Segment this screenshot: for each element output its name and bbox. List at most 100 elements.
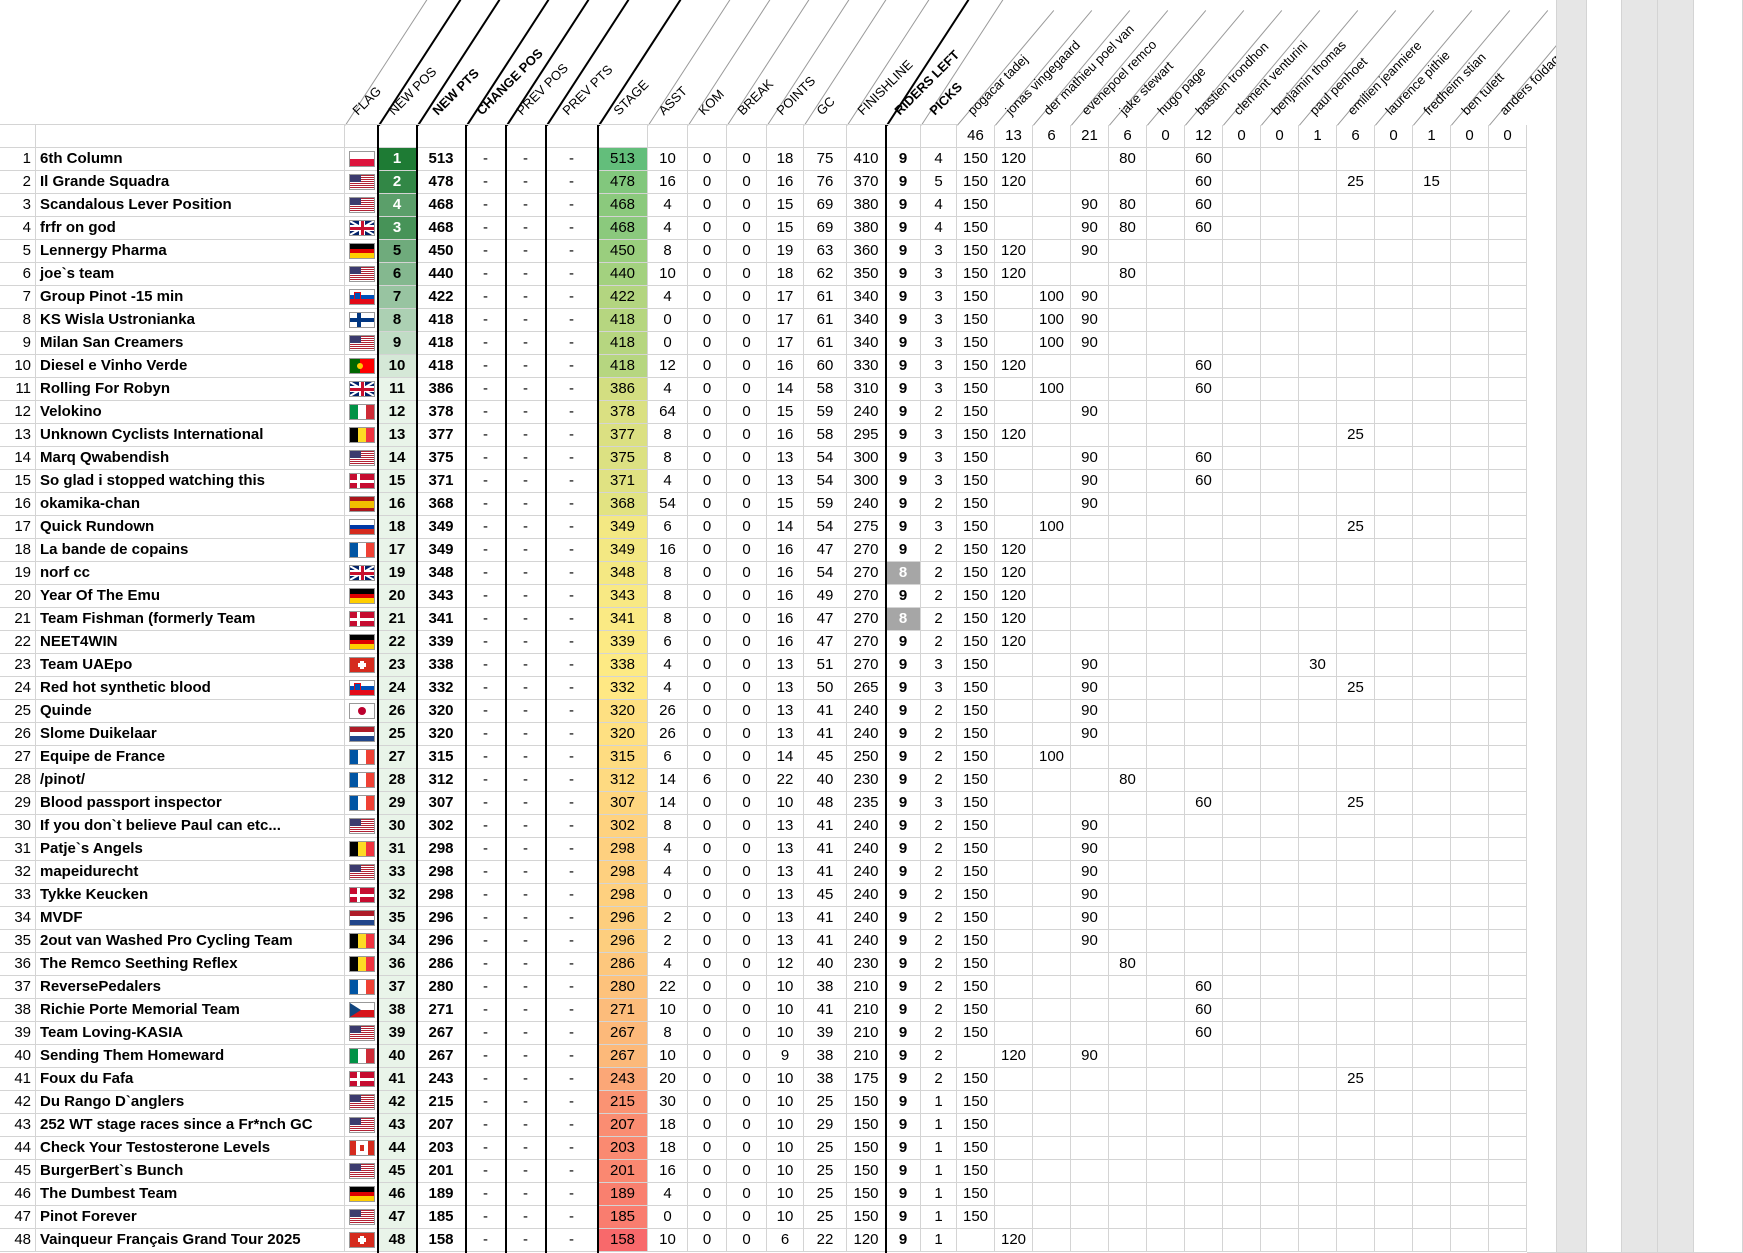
rider-points-cell: [1337, 769, 1375, 792]
rider-points-cell: [1299, 953, 1337, 976]
rider-points-cell: [1033, 654, 1071, 677]
rider-points-cell: [995, 792, 1033, 815]
cell-kom: 0: [688, 654, 727, 677]
rider-points-cell: [1375, 1045, 1413, 1068]
cell-pos: 47: [378, 1206, 417, 1229]
rider-points-cell: [1109, 1045, 1147, 1068]
rider-points-cell: [1375, 976, 1413, 999]
cell-rank: 26: [0, 723, 36, 746]
rider-points-cell: [1413, 1183, 1451, 1206]
cell-pts: 418: [417, 332, 466, 355]
rider-points-cell: [1299, 1045, 1337, 1068]
cell-finish: 240: [847, 815, 886, 838]
header-blank-cell: [506, 125, 546, 148]
rider-points-cell: 120: [995, 539, 1033, 562]
rider-points-cell: [995, 217, 1033, 240]
rider-points-cell: [1185, 677, 1223, 700]
cell-ppts: -: [546, 240, 598, 263]
rider-points-cell: [1299, 171, 1337, 194]
cell-stage: 215: [598, 1091, 648, 1114]
cell-asst: 22: [648, 976, 688, 999]
cell-picks: 2: [921, 1045, 957, 1068]
cell-ppts: -: [546, 723, 598, 746]
cell-ppts: -: [546, 217, 598, 240]
empty-column: [1587, 0, 1622, 1253]
rider-points-cell: [1413, 562, 1451, 585]
cell-brk: 0: [727, 217, 767, 240]
rider-points-cell: [1223, 815, 1261, 838]
rider-points-cell: [1451, 1045, 1489, 1068]
rider-points-cell: [1223, 585, 1261, 608]
cell-points: 10: [767, 1022, 804, 1045]
cell-points: 16: [767, 424, 804, 447]
cell-finish: 150: [847, 1160, 886, 1183]
cell-gc: 47: [804, 608, 847, 631]
rider-points-cell: [1147, 516, 1185, 539]
rider-points-cell: [1413, 493, 1451, 516]
cell-ppos: -: [506, 677, 546, 700]
flag-pt-icon: [349, 358, 375, 374]
cell-finish: 240: [847, 907, 886, 930]
cell-left: 9: [886, 838, 921, 861]
cell-left: 9: [886, 263, 921, 286]
flag-us-icon: [349, 864, 375, 880]
cell-points: 13: [767, 654, 804, 677]
rider-points-cell: [1261, 217, 1299, 240]
cell-asst: 4: [648, 286, 688, 309]
cell-ppts: -: [546, 539, 598, 562]
cell-points: 16: [767, 585, 804, 608]
cell-gc: 41: [804, 838, 847, 861]
cell-ppos: -: [506, 562, 546, 585]
rider-points-cell: [1489, 1022, 1527, 1045]
cell-pts: 349: [417, 516, 466, 539]
rider-points-cell: 150: [957, 654, 995, 677]
cell-rank: 3: [0, 194, 36, 217]
cell-brk: 0: [727, 723, 767, 746]
rider-points-cell: [1299, 332, 1337, 355]
rider-points-cell: [957, 1229, 995, 1252]
rider-points-cell: [1147, 1114, 1185, 1137]
cell-left: 9: [886, 677, 921, 700]
rider-points-cell: [1223, 424, 1261, 447]
rider-points-cell: [1185, 930, 1223, 953]
flag-de-icon: [349, 1186, 375, 1202]
rider-points-cell: [1413, 1229, 1451, 1252]
rider-points-cell: [1223, 493, 1261, 516]
rider-points-cell: [1071, 1206, 1109, 1229]
rider-points-cell: 120: [995, 263, 1033, 286]
cell-picks: 3: [921, 286, 957, 309]
rider-points-cell: 120: [995, 240, 1033, 263]
cell-picks: 2: [921, 953, 957, 976]
rider-points-cell: [1147, 470, 1185, 493]
rider-points-cell: 90: [1071, 447, 1109, 470]
cell-pts: 315: [417, 746, 466, 769]
cell-kom: 0: [688, 171, 727, 194]
rider-points-cell: [1261, 677, 1299, 700]
cell-brk: 0: [727, 999, 767, 1022]
rider-pick-count: 0: [1223, 125, 1261, 148]
rider-points-cell: [1223, 286, 1261, 309]
rider-points-cell: [1033, 585, 1071, 608]
cell-picks: 2: [921, 700, 957, 723]
cell-brk: 0: [727, 355, 767, 378]
rider-points-cell: [1147, 953, 1185, 976]
rider-points-cell: [1147, 424, 1185, 447]
rider-points-cell: [1375, 332, 1413, 355]
rider-points-cell: [1147, 631, 1185, 654]
cell-finish: 370: [847, 171, 886, 194]
rider-points-cell: [1413, 1137, 1451, 1160]
rider-points-cell: [1109, 999, 1147, 1022]
cell-points: 15: [767, 194, 804, 217]
cell-pts: 203: [417, 1137, 466, 1160]
rider-points-cell: [1299, 1160, 1337, 1183]
rider-points-cell: [995, 976, 1033, 999]
cell-picks: 2: [921, 815, 957, 838]
cell-gc: 40: [804, 953, 847, 976]
rider-points-cell: [1337, 654, 1375, 677]
flag-fr-icon: [349, 795, 375, 811]
rider-points-cell: [1223, 309, 1261, 332]
rider-points-cell: [1109, 976, 1147, 999]
rider-points-cell: [1109, 608, 1147, 631]
cell-picks: 2: [921, 838, 957, 861]
cell-kom: 0: [688, 516, 727, 539]
